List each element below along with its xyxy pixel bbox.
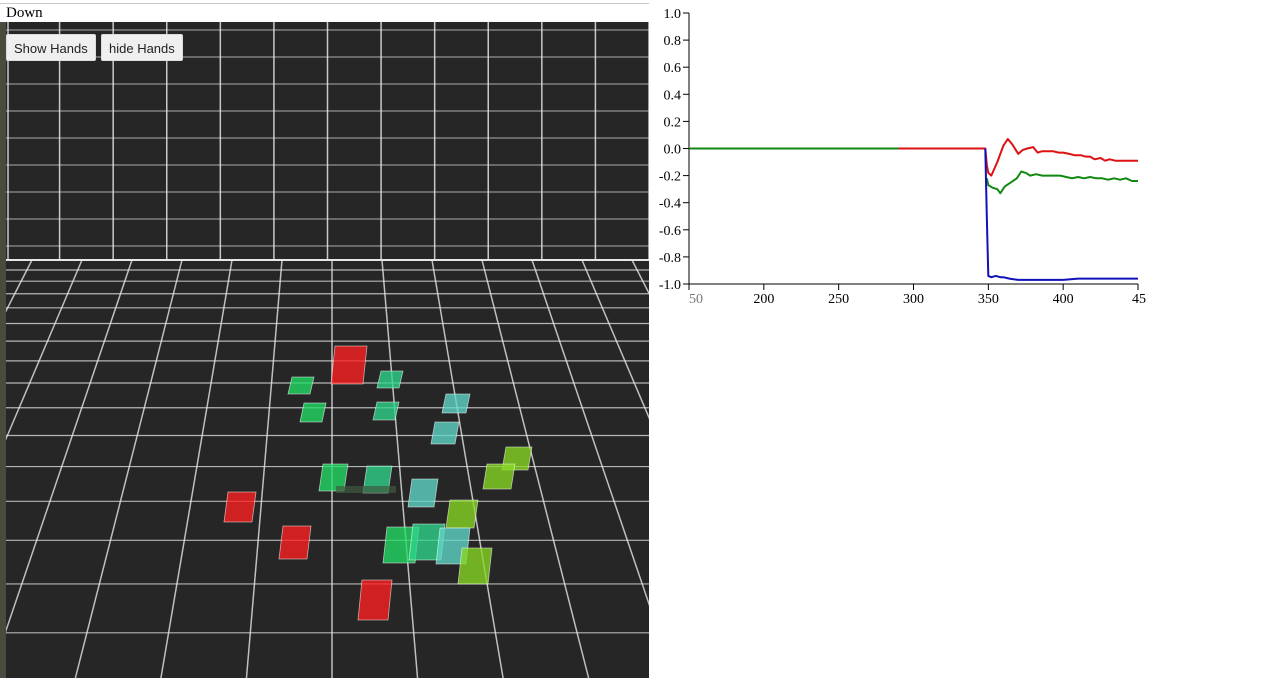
x-tick-label: 50	[689, 292, 703, 307]
line-chart: 1.0 0.8 0.6 0.4 0.2 0.0 -0.2 -0.4 -0.6 -0.8 -1.0 5…	[659, 7, 1146, 307]
floor-depth-line	[160, 259, 233, 678]
x-tick-label: 45	[1132, 292, 1146, 307]
y-tick-label: 0.4	[664, 88, 682, 103]
series-line	[689, 147, 1138, 195]
floor-depth-line	[74, 259, 183, 678]
floor-depth-line	[6, 259, 133, 633]
floor-depth-line	[6, 259, 33, 313]
y-axis: 1.0 0.8 0.6 0.4 0.2 0.0 -0.2 -0.4 -0.6 -0.8 -1.0	[659, 7, 690, 293]
x-axis: 50 200 250 300 350 400 45	[688, 283, 1146, 307]
floor-depth-line	[6, 259, 83, 441]
floor-tile	[482, 463, 516, 490]
show-hands-button[interactable]: Show Hands	[6, 34, 96, 61]
floor-depth-line	[381, 259, 419, 678]
window-edge-strip	[0, 22, 6, 678]
series-layer	[689, 138, 1138, 281]
tile-layer	[223, 345, 533, 621]
y-tick-label: -0.6	[659, 224, 681, 239]
y-tick-label: 0.8	[664, 34, 682, 49]
y-tick-label: 0.0	[664, 143, 682, 158]
floor-tile	[376, 370, 404, 389]
3d-scene-canvas[interactable]	[6, 22, 649, 678]
grid-lines	[6, 22, 649, 678]
floor-tile	[299, 402, 327, 423]
floor-depth-line	[631, 259, 649, 295]
floor-tile	[441, 393, 471, 414]
grid-floor-view	[6, 22, 649, 678]
y-tick-label: -0.8	[659, 251, 681, 266]
y-tick-label: -0.4	[659, 197, 681, 212]
floor-tile	[445, 499, 479, 529]
floor-depth-line	[531, 259, 649, 607]
floor-tile	[357, 579, 393, 621]
top-border	[0, 3, 1287, 4]
series-line	[689, 138, 1138, 177]
floor-tile	[287, 376, 315, 395]
floor-depth-line	[581, 259, 649, 420]
hide-hands-button[interactable]: hide Hands	[101, 34, 183, 61]
floor-tile	[223, 491, 257, 523]
floor-depth-line	[481, 259, 590, 678]
y-tick-label: -1.0	[659, 278, 681, 293]
line-chart-panel: 1.0 0.8 0.6 0.4 0.2 0.0 -0.2 -0.4 -0.6 -0.8 -1.0 5…	[649, 0, 1287, 678]
floor-depth-line	[245, 259, 283, 678]
floor-tile	[430, 421, 460, 445]
x-tick-label: 200	[753, 292, 774, 307]
y-tick-label: -0.2	[659, 170, 681, 185]
floor-depth-line	[431, 259, 504, 678]
x-tick-label: 350	[978, 292, 999, 307]
tile-shadow	[336, 486, 396, 493]
floor-tile	[372, 401, 400, 421]
floor-tile	[330, 345, 368, 385]
y-tick-label: 0.6	[664, 61, 682, 76]
floor-tile	[278, 525, 312, 560]
y-tick-label: 1.0	[664, 7, 682, 22]
series-line	[984, 148, 1138, 281]
floor-tile	[407, 478, 439, 508]
x-tick-label: 300	[903, 292, 924, 307]
x-tick-label: 400	[1053, 292, 1074, 307]
status-label: Down	[6, 5, 43, 21]
x-tick-label: 250	[828, 292, 849, 307]
y-tick-label: 0.2	[664, 115, 682, 130]
floor-tile	[457, 547, 493, 585]
